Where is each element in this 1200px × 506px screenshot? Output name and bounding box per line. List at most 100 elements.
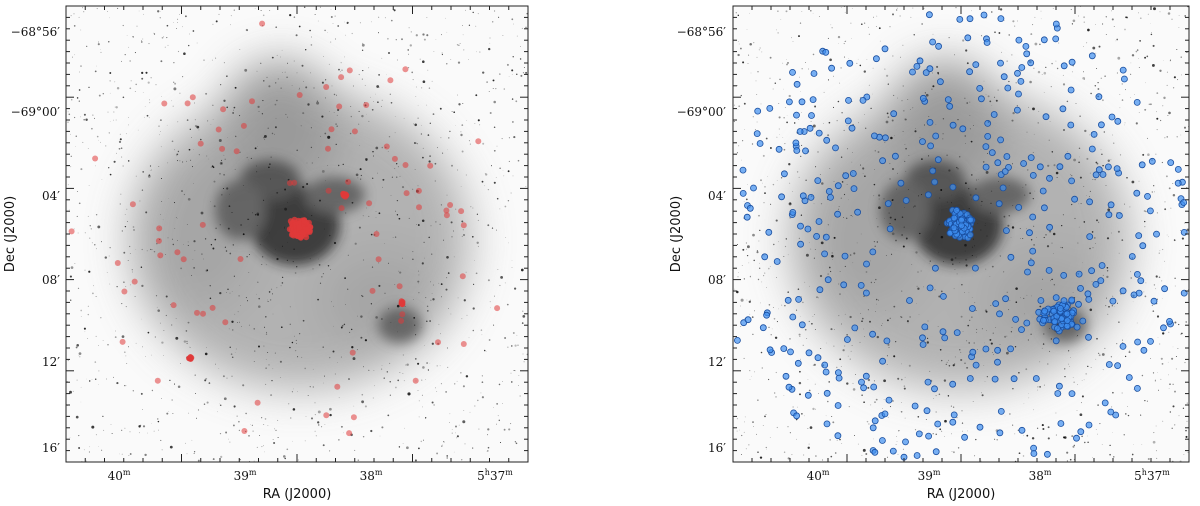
star — [284, 225, 286, 227]
star — [422, 80, 426, 84]
star — [1038, 111, 1040, 112]
star — [172, 243, 175, 246]
star — [1117, 56, 1121, 60]
star — [207, 120, 209, 122]
star — [133, 229, 135, 231]
star — [810, 120, 812, 122]
star — [336, 114, 338, 116]
star — [460, 186, 462, 187]
star — [1012, 205, 1014, 206]
star — [483, 349, 486, 352]
star — [778, 308, 779, 310]
star — [321, 276, 323, 278]
star — [390, 101, 393, 104]
source-marker — [809, 96, 817, 103]
star — [791, 454, 793, 456]
star — [1150, 33, 1153, 36]
right-ylabel: Dec (J2000) — [669, 196, 684, 272]
source-marker — [1068, 177, 1075, 185]
star — [98, 94, 101, 97]
star — [900, 316, 902, 317]
star — [488, 47, 491, 51]
source-marker — [1024, 268, 1031, 276]
source-marker — [1057, 420, 1065, 427]
star — [186, 223, 188, 226]
star — [1043, 333, 1045, 335]
source-marker — [994, 358, 1001, 366]
star — [917, 287, 920, 290]
star — [271, 379, 273, 382]
star — [1085, 373, 1087, 375]
source-marker — [1051, 318, 1059, 326]
source-marker — [849, 170, 857, 177]
star — [186, 453, 188, 455]
source-marker — [391, 155, 398, 162]
star — [168, 411, 170, 412]
star — [114, 336, 117, 338]
star — [1102, 164, 1104, 167]
star — [1055, 171, 1059, 175]
source-marker — [913, 452, 921, 459]
star — [808, 443, 810, 445]
star — [991, 265, 994, 268]
star — [489, 301, 491, 303]
star — [266, 76, 268, 78]
star — [971, 10, 972, 12]
star — [350, 115, 352, 118]
star — [1119, 107, 1121, 109]
star — [915, 251, 918, 254]
star — [477, 245, 479, 248]
star — [183, 193, 186, 196]
star — [767, 176, 768, 177]
star — [1130, 277, 1132, 279]
star — [253, 460, 255, 462]
star — [1162, 420, 1164, 422]
star — [80, 29, 82, 31]
source-marker — [916, 57, 924, 65]
star — [851, 345, 853, 346]
star — [923, 124, 925, 126]
star — [504, 205, 507, 208]
star — [1131, 453, 1134, 456]
source-marker — [850, 185, 858, 193]
source-marker — [1180, 289, 1188, 297]
star — [193, 148, 194, 150]
source-marker — [980, 11, 988, 19]
star — [240, 223, 243, 227]
star — [498, 16, 500, 18]
star — [219, 404, 222, 407]
star — [496, 197, 499, 200]
star — [413, 317, 416, 319]
star — [1014, 345, 1017, 348]
star — [852, 388, 856, 391]
source-marker — [170, 302, 177, 309]
star — [865, 453, 868, 455]
star — [173, 202, 176, 204]
star — [191, 166, 194, 168]
star — [1010, 331, 1013, 333]
star — [1028, 392, 1030, 394]
star — [876, 303, 878, 305]
star — [1167, 374, 1169, 376]
star — [744, 416, 746, 418]
source-marker — [859, 97, 867, 104]
star — [217, 411, 218, 413]
star — [826, 342, 828, 344]
star — [305, 86, 308, 89]
source-marker — [934, 156, 942, 164]
star — [873, 183, 876, 186]
star — [517, 344, 519, 347]
star — [184, 15, 187, 18]
star — [512, 175, 514, 177]
star — [340, 356, 342, 358]
star — [76, 191, 78, 192]
star — [861, 320, 863, 323]
star — [916, 303, 917, 305]
star — [1144, 56, 1147, 59]
star — [893, 355, 896, 358]
star — [944, 436, 945, 438]
source-marker — [1015, 203, 1023, 211]
star — [271, 132, 274, 135]
star — [1158, 276, 1161, 279]
star — [129, 253, 131, 255]
